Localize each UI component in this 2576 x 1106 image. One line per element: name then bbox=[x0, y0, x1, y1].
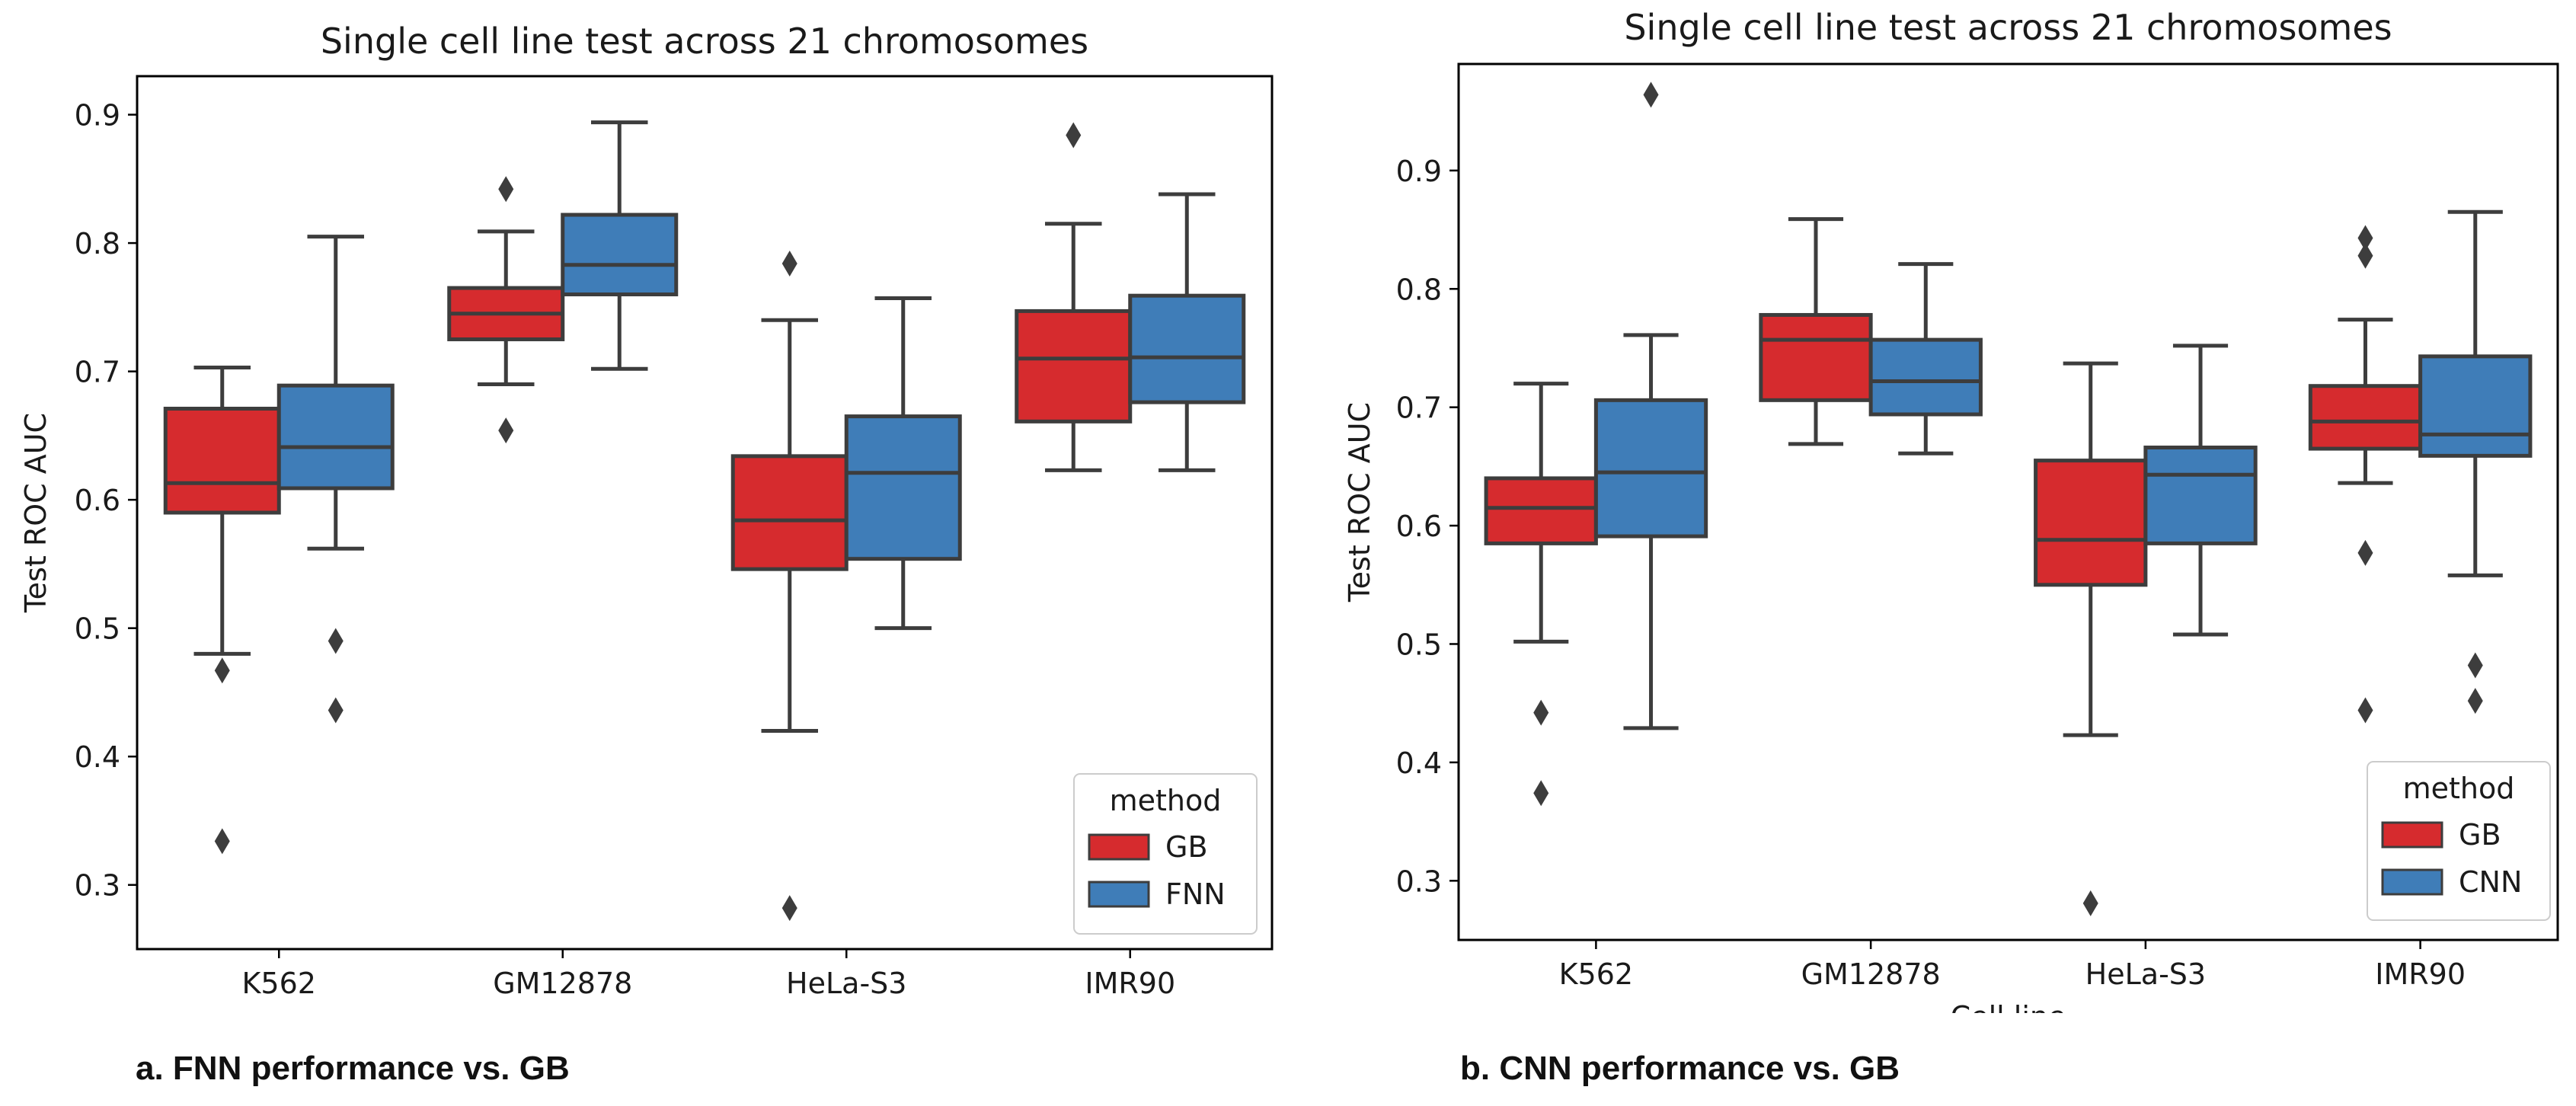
box-gb-hela-s3-iqr bbox=[730, 454, 849, 571]
y-tick-label: 0.6 bbox=[75, 484, 120, 517]
x-axis-label: Cell line bbox=[647, 1009, 762, 1013]
box-gb-gm12878 bbox=[447, 176, 565, 444]
y-tick-label: 0.4 bbox=[1396, 746, 1442, 780]
box-cnn-k562 bbox=[1593, 82, 1708, 730]
y-tick-label: 0.3 bbox=[75, 869, 120, 903]
box-gb-hela-s3 bbox=[2034, 361, 2148, 916]
box-cnn-gm12878-iqr bbox=[1868, 337, 1983, 417]
y-tick-label: 0.6 bbox=[1396, 510, 1442, 543]
x-tick-label: IMR90 bbox=[2375, 957, 2466, 991]
box-gb-hela-s3-outlier bbox=[781, 895, 797, 922]
y-tick-label: 0.8 bbox=[75, 227, 120, 261]
box-gb-gm12878-outlier bbox=[498, 176, 514, 203]
box-gb-hela-s3 bbox=[730, 251, 849, 922]
box-gb-imr90-iqr bbox=[1015, 308, 1133, 424]
box-gb-hela-s3-outlier bbox=[2082, 890, 2098, 916]
x-tick-label: GM12878 bbox=[493, 967, 632, 1000]
box-cnn-imr90-outlier bbox=[2467, 688, 2483, 714]
box-cnn-hela-s3 bbox=[2143, 344, 2258, 637]
box-fnn-k562 bbox=[276, 235, 395, 724]
legend-label-gb: GB bbox=[2459, 818, 2501, 852]
box-gb-imr90-outlier bbox=[2357, 539, 2373, 566]
box-fnn-gm12878-iqr bbox=[561, 213, 679, 297]
y-tick-label: 0.9 bbox=[1396, 155, 1442, 188]
chart-title: Single cell line test across 21 chromoso… bbox=[1624, 7, 2392, 48]
y-tick-label: 0.9 bbox=[75, 99, 120, 133]
box-gb-k562-outlier bbox=[214, 657, 230, 684]
y-tick-label: 0.4 bbox=[75, 740, 120, 774]
caption-a: a. FNN performance vs. GB bbox=[136, 1050, 570, 1087]
plot-frame bbox=[1457, 62, 2559, 941]
box-fnn-imr90-iqr bbox=[1128, 293, 1246, 404]
box-fnn-hela-s3-iqr bbox=[844, 414, 962, 561]
legend-label-gb: GB bbox=[1165, 830, 1208, 864]
legend-swatch-gb bbox=[2381, 821, 2443, 849]
box-gb-gm12878 bbox=[1759, 217, 1873, 446]
y-axis-label: Test ROC AUC bbox=[1343, 402, 1376, 603]
box-gb-imr90-outlier bbox=[2357, 242, 2373, 269]
box-cnn-k562-iqr bbox=[1593, 398, 1708, 539]
legend-label-fnn: FNN bbox=[1165, 877, 1226, 911]
legend-title: method bbox=[1110, 784, 1222, 817]
box-gb-imr90-outlier bbox=[2357, 225, 2373, 251]
box-gb-imr90-outlier bbox=[2357, 697, 2373, 724]
box-gb-hela-s3-outlier bbox=[781, 251, 797, 277]
y-tick-label: 0.8 bbox=[1396, 273, 1442, 306]
legend: method GB CNN bbox=[2367, 761, 2551, 921]
box-gb-k562-outlier bbox=[1533, 699, 1549, 726]
y-tick-label: 0.7 bbox=[75, 356, 120, 389]
box-cnn-k562-outlier bbox=[1643, 82, 1659, 108]
legend: method GB FNN bbox=[1073, 773, 1258, 935]
x-axis-label: Cell line bbox=[1951, 1000, 2066, 1013]
box-gb-k562-iqr bbox=[1484, 476, 1598, 545]
box-gb-imr90-iqr bbox=[2308, 384, 2423, 451]
y-tick-label: 0.5 bbox=[75, 612, 120, 646]
y-tick-label: 0.3 bbox=[1396, 865, 1442, 898]
legend-title: method bbox=[2403, 772, 2515, 805]
box-gb-imr90 bbox=[1015, 122, 1133, 472]
box-gb-k562-outlier bbox=[214, 828, 230, 855]
box-fnn-k562-outlier bbox=[328, 628, 344, 654]
box-gb-imr90 bbox=[2308, 225, 2423, 724]
legend-swatch-gb bbox=[1088, 833, 1150, 861]
legend-swatch-fnn bbox=[1088, 881, 1150, 908]
chart-title: Single cell line test across 21 chromoso… bbox=[321, 21, 1088, 62]
legend-label-cnn: CNN bbox=[2459, 865, 2522, 899]
y-axis-label: Test ROC AUC bbox=[19, 413, 53, 613]
x-tick-label: GM12878 bbox=[1801, 957, 1941, 991]
x-tick-label: K562 bbox=[242, 967, 316, 1000]
box-gb-k562-iqr bbox=[163, 406, 281, 515]
box-fnn-imr90 bbox=[1128, 192, 1246, 472]
box-gb-gm12878-outlier bbox=[498, 417, 514, 444]
box-gb-hela-s3-iqr bbox=[2034, 459, 2148, 587]
legend-swatch-cnn bbox=[2381, 868, 2443, 896]
box-cnn-hela-s3-iqr bbox=[2143, 446, 2258, 545]
caption-b: b. CNN performance vs. GB bbox=[1460, 1050, 1900, 1087]
box-cnn-gm12878 bbox=[1868, 262, 1983, 456]
box-gb-k562-outlier bbox=[1533, 780, 1549, 807]
x-tick-label: K562 bbox=[1559, 957, 1633, 991]
box-cnn-imr90-outlier bbox=[2467, 652, 2483, 679]
box-fnn-k562-iqr bbox=[276, 383, 395, 491]
box-cnn-imr90 bbox=[2418, 209, 2533, 714]
box-gb-k562 bbox=[163, 366, 281, 855]
y-tick-label: 0.5 bbox=[1396, 628, 1442, 661]
x-tick-label: HeLa-S3 bbox=[786, 967, 906, 1000]
box-gb-gm12878-iqr bbox=[1759, 312, 1873, 402]
x-tick-label: IMR90 bbox=[1085, 967, 1175, 1000]
box-fnn-k562-outlier bbox=[328, 697, 344, 724]
plot-frame bbox=[136, 75, 1274, 951]
box-cnn-imr90-iqr bbox=[2418, 354, 2533, 458]
box-gb-imr90-outlier bbox=[1066, 122, 1082, 149]
box-gb-k562 bbox=[1484, 382, 1598, 807]
box-fnn-gm12878 bbox=[561, 120, 679, 371]
x-tick-label: HeLa-S3 bbox=[2085, 957, 2206, 991]
box-fnn-hela-s3 bbox=[844, 296, 962, 631]
y-tick-label: 0.7 bbox=[1396, 392, 1442, 425]
chart-fnn-vs-gb: Single cell line test across 21 chromoso… bbox=[19, 21, 1274, 1013]
chart-cnn-vs-gb: Single cell line test across 21 chromoso… bbox=[1343, 7, 2559, 1013]
